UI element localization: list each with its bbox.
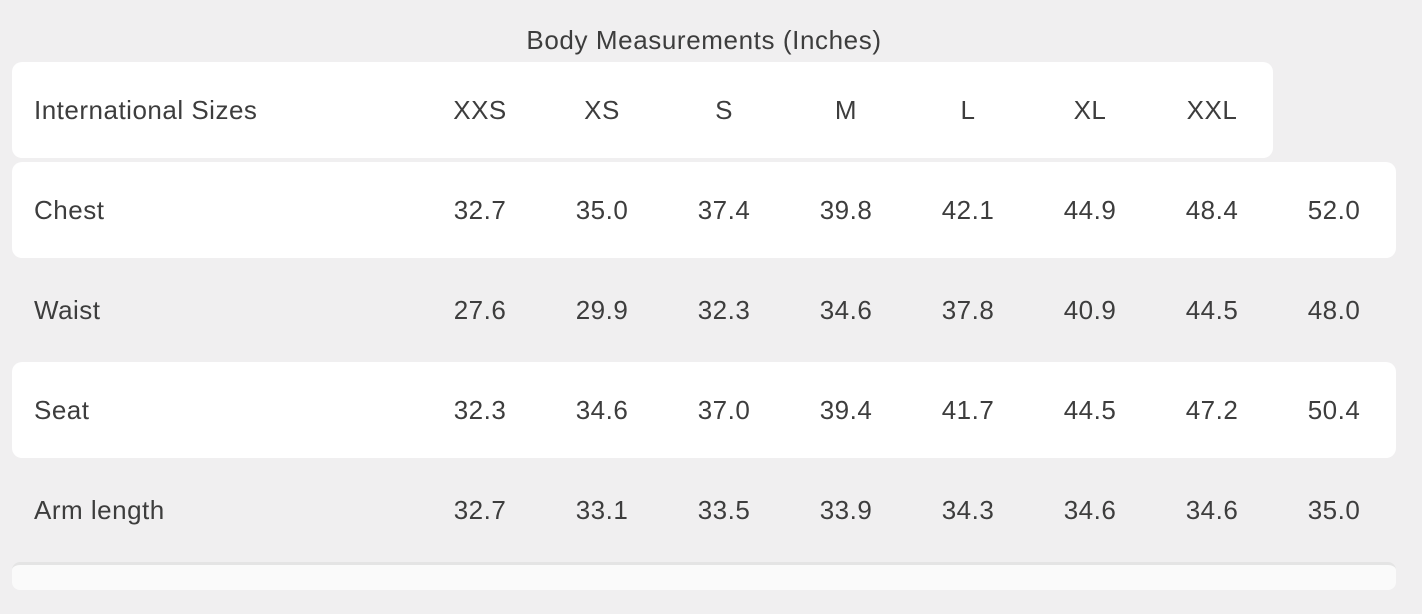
cell-value: 27.6 [453, 294, 507, 325]
row-label: Chest [34, 194, 105, 225]
cell-value: 32.3 [697, 294, 751, 325]
cell-value: 35.0 [1307, 494, 1361, 525]
cell-value: 40.9 [1063, 294, 1117, 325]
row-label: Waist [34, 294, 101, 325]
size-header-s: S [715, 94, 733, 125]
cell-value: 32.7 [453, 494, 507, 525]
cell-value: 33.5 [697, 494, 751, 525]
cell-value: 32.7 [453, 194, 507, 225]
table-row-arm-length: Arm length 32.7 33.1 33.5 33.9 34.3 34.6… [12, 462, 1396, 558]
table-row-seat: Seat 32.3 34.6 37.0 39.4 41.7 44.5 47.2 … [12, 362, 1396, 458]
size-header-xs: XS [584, 94, 620, 125]
cell-value: 37.0 [697, 394, 751, 425]
title-bar: Body Measurements (Inches) [12, 0, 1396, 62]
cell-value: 35.0 [575, 194, 629, 225]
cell-value: 33.1 [575, 494, 629, 525]
cell-value: 47.2 [1185, 394, 1239, 425]
cell-value: 50.4 [1307, 394, 1361, 425]
cell-value: 39.4 [819, 394, 873, 425]
size-header-m: M [834, 94, 858, 125]
cell-value: 48.4 [1185, 194, 1239, 225]
size-header-xxl: XXL [1186, 94, 1238, 125]
cell-value: 44.5 [1185, 294, 1239, 325]
size-header-xl: XL [1073, 94, 1107, 125]
table-row-waist: Waist 27.6 29.9 32.3 34.6 37.8 40.9 44.5… [12, 262, 1396, 358]
cell-value: 44.9 [1063, 194, 1117, 225]
size-header-grid: International Sizes XXS XS S M L XL XXL [12, 62, 1273, 158]
cell-value: 34.6 [819, 294, 873, 325]
cell-value: 34.3 [941, 494, 995, 525]
partial-next-row [12, 562, 1396, 590]
cell-value: 41.7 [941, 394, 995, 425]
cell-value: 33.9 [819, 494, 873, 525]
size-header-row: International Sizes XXS XS S M L XL XXL [12, 62, 1273, 158]
row-label: Seat [34, 394, 90, 425]
cell-value: 34.6 [575, 394, 629, 425]
header-label: International Sizes [34, 94, 258, 125]
cell-value: 34.6 [1185, 494, 1239, 525]
cell-value: 29.9 [575, 294, 629, 325]
cell-value: 39.8 [819, 194, 873, 225]
size-header-xxs: XXS [453, 94, 507, 125]
size-header-l: L [960, 94, 976, 125]
row-label: Arm length [34, 494, 165, 525]
table-row-chest: Chest 32.7 35.0 37.4 39.8 42.1 44.9 48.4… [12, 162, 1396, 258]
cell-value: 48.0 [1307, 294, 1361, 325]
cell-value: 44.5 [1063, 394, 1117, 425]
table-title: Body Measurements (Inches) [526, 25, 882, 55]
cell-value: 52.0 [1307, 194, 1361, 225]
cell-value: 37.8 [941, 294, 995, 325]
cell-value: 37.4 [697, 194, 751, 225]
cell-value: 42.1 [941, 194, 995, 225]
cell-value: 32.3 [453, 394, 507, 425]
cell-value: 34.6 [1063, 494, 1117, 525]
